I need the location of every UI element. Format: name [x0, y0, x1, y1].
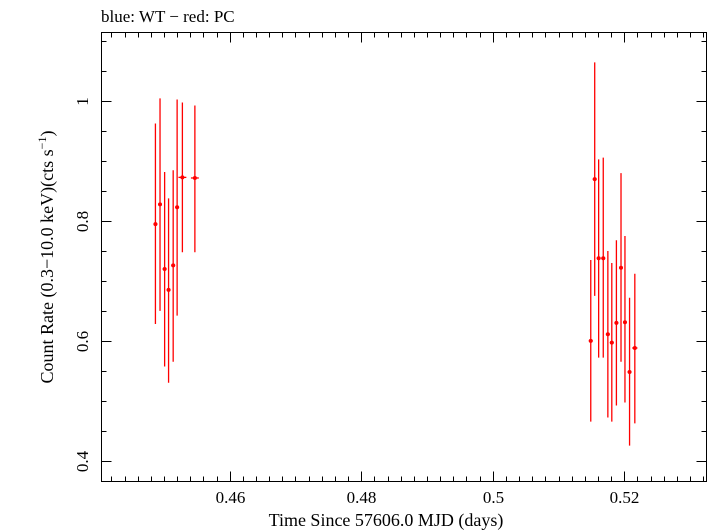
data-point [627, 297, 632, 446]
data-point [592, 62, 597, 296]
data-point [614, 240, 619, 406]
data-point [171, 170, 176, 362]
x-tick-label: 0.52 [610, 488, 640, 507]
data-marker [153, 222, 158, 227]
x-tick-label: 0.46 [216, 488, 246, 507]
data-marker [171, 263, 176, 268]
y-axis-title-tail: ) [37, 131, 58, 137]
data-marker [596, 256, 601, 261]
y-tick-label: 0.8 [73, 211, 92, 232]
data-marker [619, 265, 624, 270]
data-marker [627, 369, 632, 374]
data-point [162, 171, 167, 367]
data-marker [588, 338, 593, 343]
data-point [619, 173, 624, 362]
data-point [158, 98, 163, 311]
data-marker [166, 287, 171, 292]
data-point [588, 259, 593, 422]
data-marker [180, 175, 185, 180]
data-series [153, 62, 638, 446]
y-axis-title-main: Count Rate (0.3−10.0 keV)(cts s [37, 149, 58, 383]
x-axis: 0.46 0.48 0.5 0.52 [111, 32, 704, 507]
data-marker [605, 332, 610, 337]
data-marker [601, 256, 606, 261]
data-marker [609, 340, 614, 345]
data-point [175, 99, 180, 316]
data-marker [162, 266, 167, 271]
data-point [596, 159, 601, 358]
data-point [605, 251, 610, 418]
chart-title: blue: WT − red: PC [101, 7, 235, 26]
y-tick-label: 0.4 [73, 450, 92, 472]
x-tick-label: 0.5 [483, 488, 504, 507]
data-point [153, 123, 158, 325]
y-tick-label: 1 [73, 97, 92, 106]
data-marker [175, 205, 180, 210]
data-point [609, 262, 614, 422]
data-point [622, 236, 627, 403]
data-marker [614, 320, 619, 325]
data-point [601, 157, 606, 358]
data-point [190, 105, 199, 253]
data-marker [592, 177, 597, 182]
y-axis: 0.4 0.6 0.8 1 [73, 41, 707, 472]
data-marker [632, 345, 637, 350]
data-point [632, 273, 638, 424]
data-point [178, 102, 187, 253]
data-marker [622, 320, 627, 325]
plot-frame [101, 32, 707, 482]
x-axis-title: Time Since 57606.0 MJD (days) [269, 510, 504, 531]
data-point [166, 198, 171, 383]
data-marker [192, 175, 197, 180]
y-tick-label: 0.6 [73, 331, 92, 352]
y-axis-title: Count Rate (0.3−10.0 keV)(cts s−1) [35, 131, 58, 384]
y-axis-title-superscript: −1 [35, 137, 49, 150]
x-tick-label: 0.48 [347, 488, 377, 507]
data-marker [158, 202, 163, 207]
